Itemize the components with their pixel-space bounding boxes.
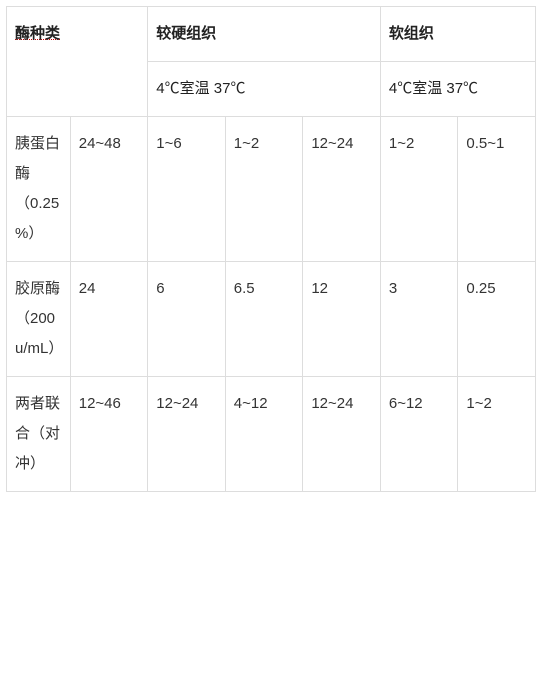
header-soft-tissue: 软组织: [380, 7, 535, 62]
header-enzyme-type-text: 酶种类: [15, 25, 60, 42]
row-label: 胰蛋白酶（0.25%）: [7, 117, 71, 262]
header-hard-tissue: 较硬组织: [148, 7, 381, 62]
cell: 12~24: [148, 377, 226, 492]
cell: 12~24: [303, 117, 381, 262]
cell: 24: [70, 262, 148, 377]
cell: 3: [380, 262, 458, 377]
cell: 1~2: [225, 117, 303, 262]
cell: 1~2: [458, 377, 536, 492]
cell: 0.25: [458, 262, 536, 377]
cell: 6~12: [380, 377, 458, 492]
cell: 12: [303, 262, 381, 377]
cell: 12~46: [70, 377, 148, 492]
table-row: 两者联合（对冲） 12~46 12~24 4~12 12~24 6~12 1~2: [7, 377, 536, 492]
table-body: 胰蛋白酶（0.25%） 24~48 1~6 1~2 12~24 1~2 0.5~…: [7, 117, 536, 492]
header-row-1: 酶种类 较硬组织 软组织: [7, 7, 536, 62]
table-row: 胰蛋白酶（0.25%） 24~48 1~6 1~2 12~24 1~2 0.5~…: [7, 117, 536, 262]
cell: 6: [148, 262, 226, 377]
cell: 4~12: [225, 377, 303, 492]
cell: 6.5: [225, 262, 303, 377]
cell: 24~48: [70, 117, 148, 262]
enzyme-digestion-table: 酶种类 较硬组织 软组织 4℃室温 37℃ 4℃室温 37℃ 胰蛋白酶（0.25…: [6, 6, 536, 492]
cell: 0.5~1: [458, 117, 536, 262]
header-temp-hard: 4℃室温 37℃: [148, 62, 381, 117]
row-label: 胶原酶（200u/mL）: [7, 262, 71, 377]
header-enzyme-type: 酶种类: [7, 7, 148, 117]
header-temp-soft: 4℃室温 37℃: [380, 62, 535, 117]
cell: 1~6: [148, 117, 226, 262]
row-label: 两者联合（对冲）: [7, 377, 71, 492]
table-row: 胶原酶（200u/mL） 24 6 6.5 12 3 0.25: [7, 262, 536, 377]
cell: 1~2: [380, 117, 458, 262]
cell: 12~24: [303, 377, 381, 492]
